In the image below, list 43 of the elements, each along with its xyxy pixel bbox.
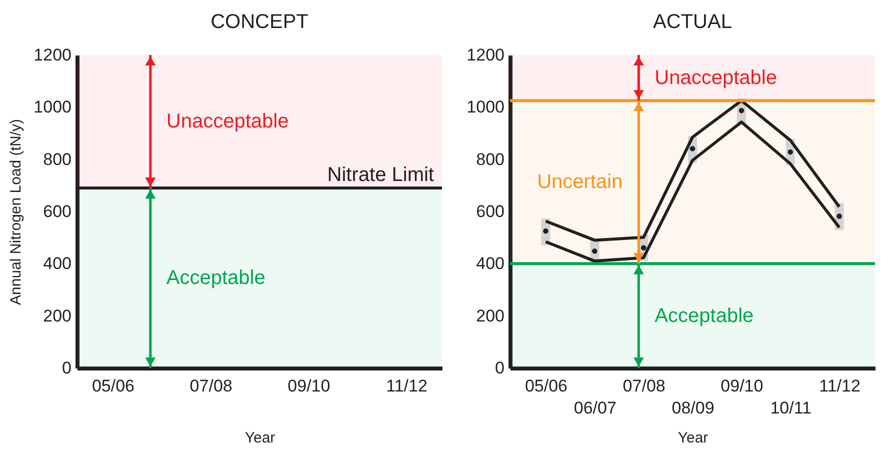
y-tick-label: 0 [62,358,72,378]
x-tick-label: 08/09 [672,398,714,418]
y-tick-label: 400 [476,254,504,274]
y-tick-label: 1200 [466,46,504,64]
x-tick-label: 09/10 [720,376,764,396]
x-tick-label: 05/06 [524,376,568,396]
y-tick-label: 1200 [34,46,72,64]
y-tick-label: 200 [476,306,504,326]
y-tick-label: 600 [476,202,504,221]
y-tick-label: 1000 [34,98,72,117]
point [788,149,793,155]
band-label: Acceptable [654,304,754,327]
band-label: Unacceptable [654,66,777,89]
band-label: Acceptable [166,267,266,290]
x-tick-label: 09/10 [288,376,330,396]
band-label: Uncertain [537,171,623,194]
point [738,108,744,114]
x-tick-label: 11/12 [819,376,860,396]
y-tick-label: 200 [43,306,72,326]
point [690,146,696,152]
x-tick-label: 11/12 [386,376,428,396]
chart-title: CONCEPT [210,11,308,33]
band-label: Unacceptable [166,110,289,133]
chart-title: ACTUAL [653,11,732,33]
x-tick-label: 10/11 [770,398,812,418]
point [543,228,548,234]
point [640,245,646,250]
x-tick-label: 07/08 [622,376,666,396]
ref-line-label: Nitrate Limit [327,164,434,186]
x-axis-title: Year [244,430,276,446]
point [592,248,598,254]
x-tick-label: 06/07 [574,398,616,418]
point [836,214,842,219]
x-tick-label: 05/06 [92,376,134,396]
y-tick-label: 1000 [466,98,504,117]
y-tick-label: 600 [43,202,72,221]
x-axis-title: Year [678,430,708,446]
y-tick-label: 400 [43,254,72,274]
y-tick-label: 800 [43,150,72,169]
y-tick-label: 0 [495,358,504,378]
y-tick-label: 800 [476,150,504,169]
x-tick-label: 07/08 [190,376,232,396]
y-axis-title: Annual Nitrogen Load (tN/y) [8,119,25,305]
